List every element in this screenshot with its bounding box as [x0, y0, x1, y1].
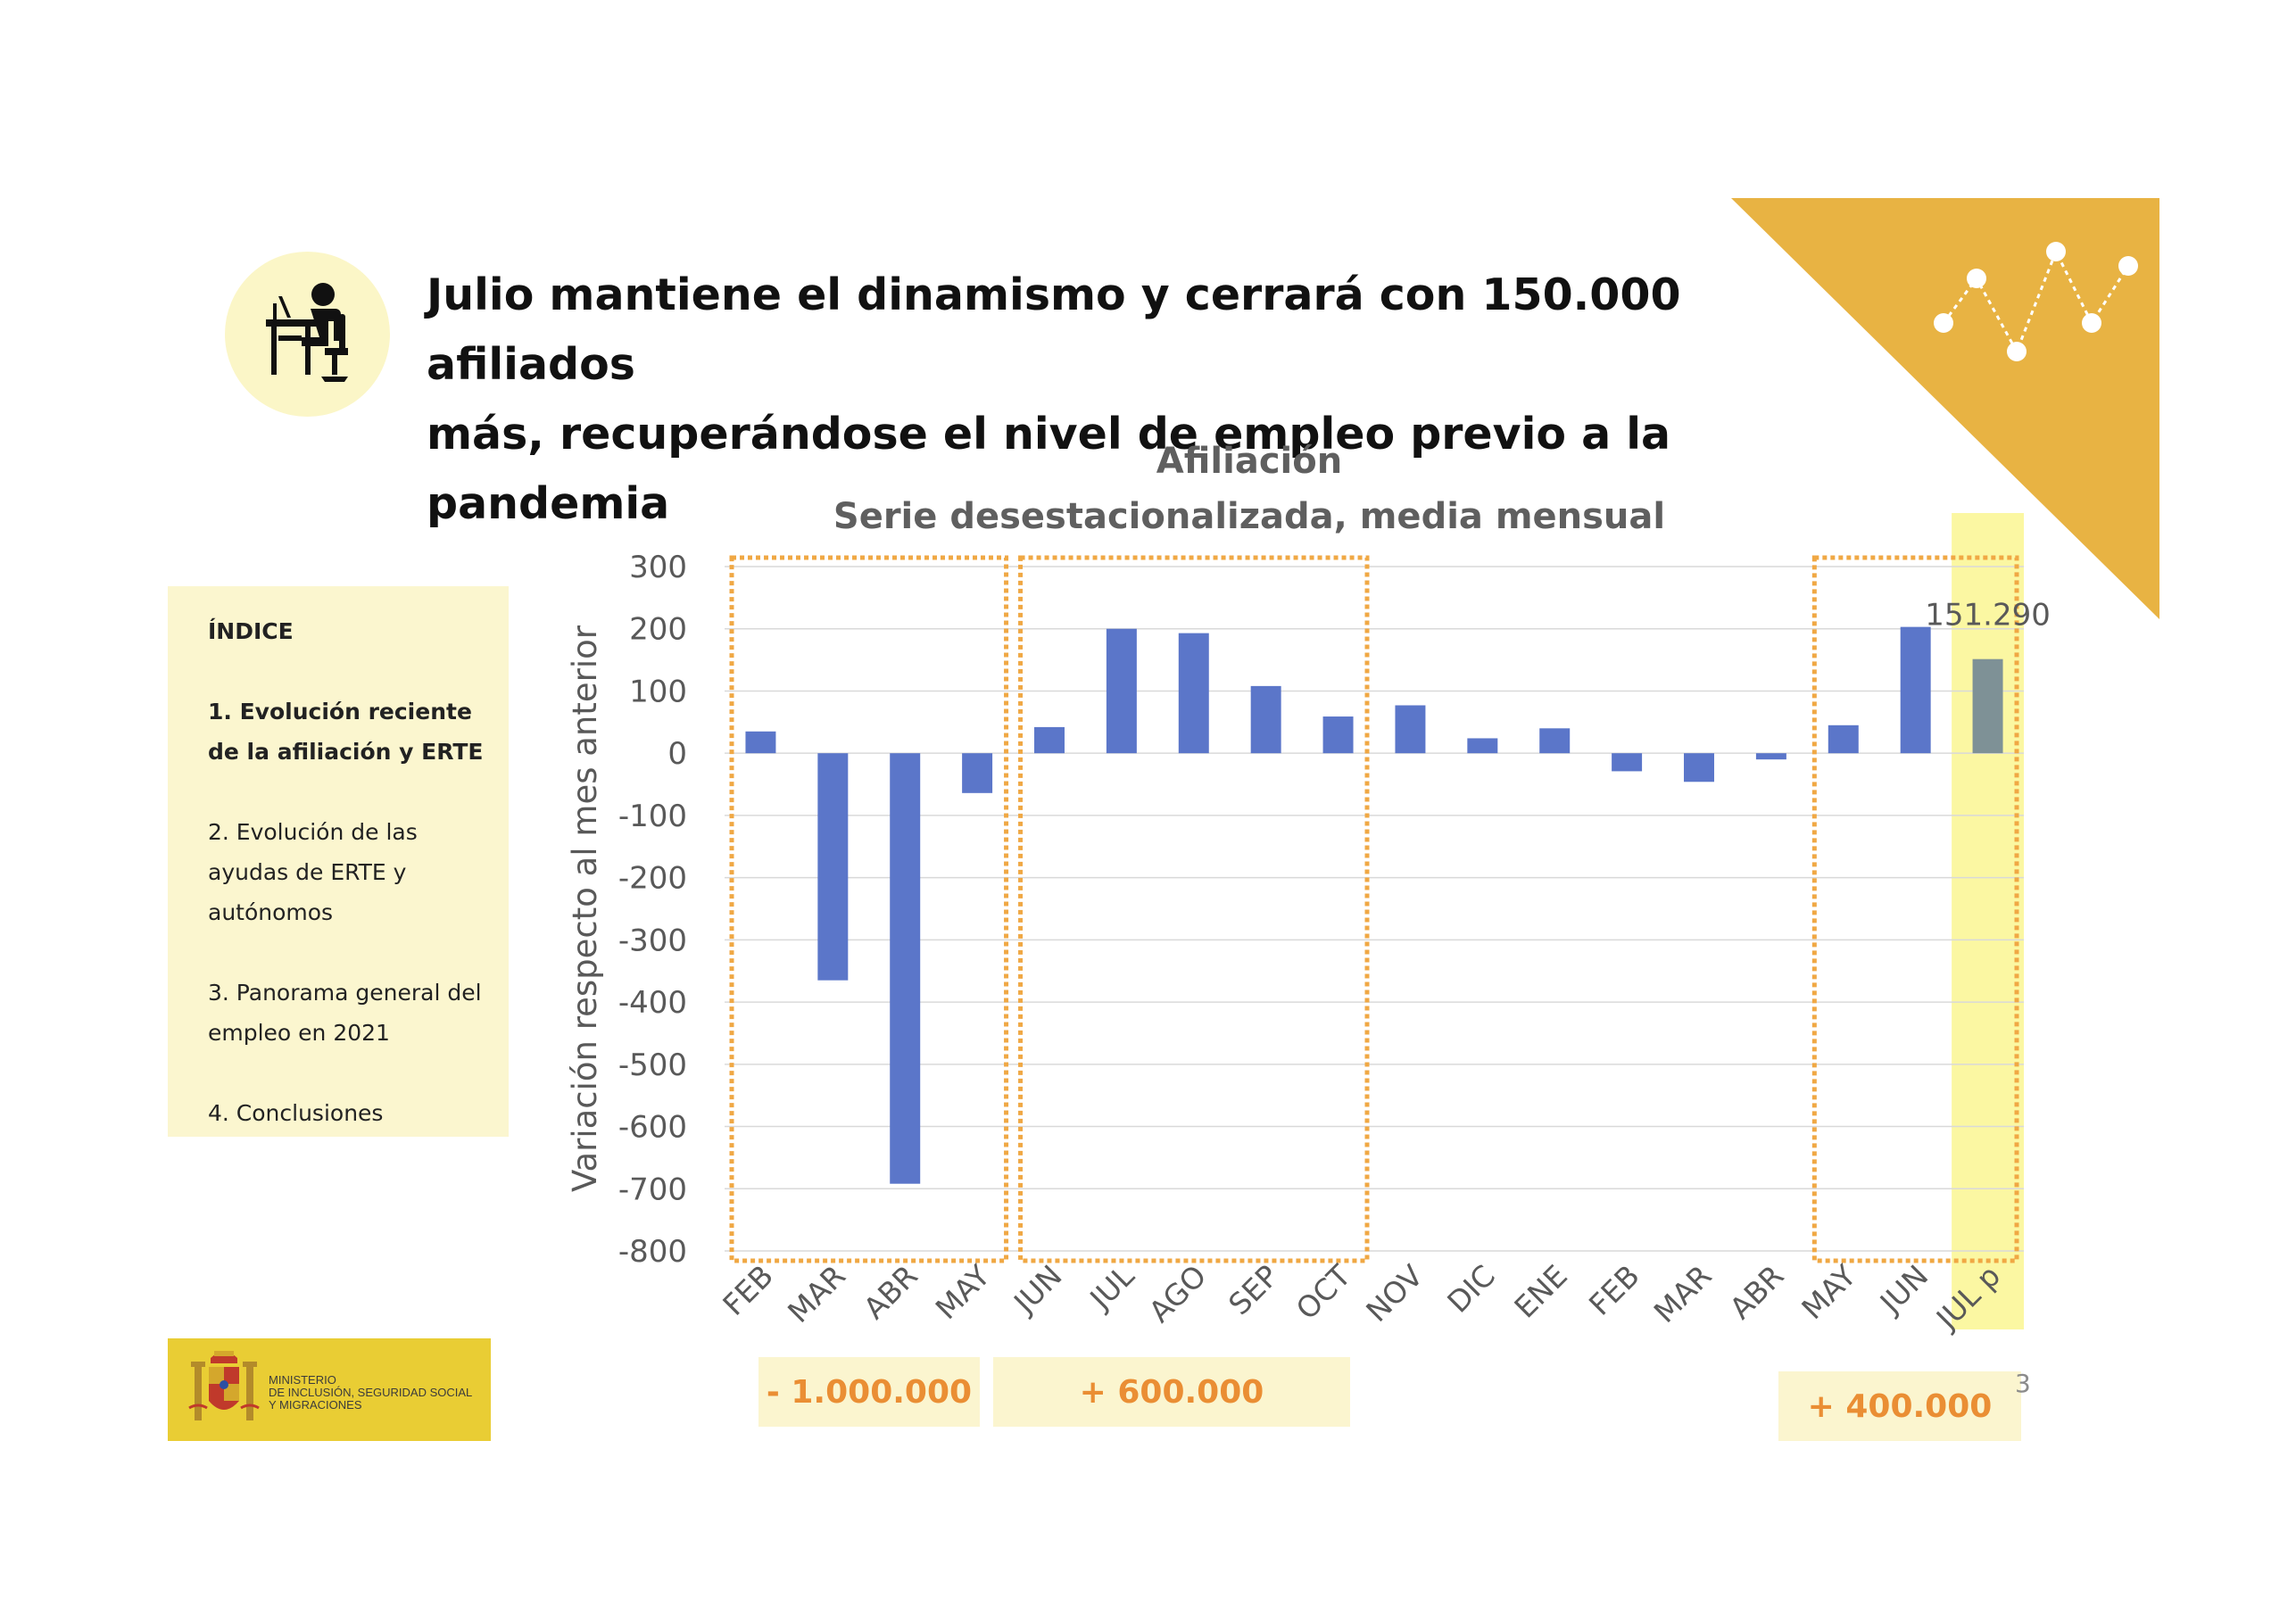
index-heading: ÍNDICE — [208, 618, 294, 644]
y-tick-label: -700 — [618, 1172, 687, 1207]
index-item-1[interactable]: 1. Evolución reciente de la afiliación y… — [208, 699, 484, 765]
y-tick-label: 200 — [629, 612, 687, 648]
x-tick-label: JUN — [1872, 1258, 1935, 1321]
x-tick-label: MAY — [929, 1257, 998, 1326]
zigzag-points — [1934, 242, 2138, 361]
bar — [1900, 626, 1931, 754]
corner-decoration — [1731, 198, 2159, 619]
y-tick-label: -600 — [618, 1110, 687, 1146]
bar — [1106, 628, 1137, 754]
y-tick-label: -200 — [618, 861, 687, 897]
bar — [1395, 705, 1426, 754]
ministry-logo: MINISTERIO DE INCLUSIÓN, SEGURIDAD SOCIA… — [168, 1338, 491, 1441]
ministry-name-line-3: Y MIGRACIONES — [269, 1398, 362, 1412]
x-tick-label: DIC — [1440, 1258, 1502, 1320]
bar — [1828, 725, 1859, 754]
x-tick-label: ABR — [857, 1258, 924, 1326]
y-tick-label: -100 — [618, 799, 687, 834]
chart-title: Afiliación — [1156, 441, 1343, 482]
index-panel: ÍNDICE 1. Evolución reciente de la afili… — [168, 586, 509, 1137]
data-label: 151.290 — [1925, 598, 2051, 633]
y-tick-label: 100 — [629, 674, 687, 709]
callout-recent-gain: + 400.000 — [1778, 1371, 2021, 1441]
period-box-recovery — [1018, 555, 1370, 1263]
bar — [1755, 753, 1786, 760]
callout-decline: - 1.000.000 — [758, 1357, 980, 1427]
ministry-name-line-2: DE INCLUSIÓN, SEGURIDAD SOCIAL — [269, 1386, 473, 1399]
x-tick-label: NOV — [1359, 1258, 1430, 1329]
y-axis-title: Variación respecto al mes anterior — [566, 625, 604, 1192]
x-tick-label: FEB — [716, 1258, 780, 1322]
chart-subtitle: Serie desestacionalizada, media mensual — [833, 496, 1666, 537]
x-tick-label: AGO — [1142, 1258, 1214, 1329]
period-box-recent — [1811, 555, 2019, 1263]
y-tick-label: 300 — [629, 550, 687, 585]
x-tick-label: JUN — [1006, 1258, 1068, 1321]
page-title-line-1: Julio mantiene el dinamismo y cerrará co… — [427, 269, 1681, 390]
coat-of-arms-icon — [188, 1351, 260, 1420]
x-tick-label: MAR — [781, 1258, 852, 1329]
bar — [1034, 726, 1065, 754]
index-item-2[interactable]: 2. Evolución de las ayudas de ERTE y aut… — [208, 819, 418, 925]
page-number: 3 — [2015, 1369, 2031, 1398]
bar — [1178, 633, 1209, 754]
bar — [1322, 716, 1354, 754]
ministry-name: MINISTERIO DE INCLUSIÓN, SEGURIDAD SOCIA… — [269, 1374, 490, 1412]
index-item-4[interactable]: 4. Conclusiones — [208, 1100, 384, 1126]
y-tick-label: -500 — [618, 1047, 687, 1083]
page-title-line-2: más, recuperándose el nivel de empleo pr… — [427, 409, 1671, 529]
callout-recovery: + 600.000 — [993, 1357, 1350, 1427]
index-item-3[interactable]: 3. Panorama general del empleo en 2021 — [208, 980, 482, 1046]
person-at-computer-icon — [225, 252, 390, 417]
y-tick-label: -800 — [618, 1234, 687, 1270]
y-tick-label: 0 — [667, 736, 687, 772]
highlight-band — [1952, 513, 2024, 1329]
x-tick-label: FEB — [1582, 1258, 1646, 1322]
ministry-name-line-1: MINISTERIO — [269, 1373, 336, 1387]
corner-triangle-shape — [1731, 198, 2159, 619]
y-tick-label: -400 — [618, 985, 687, 1021]
x-tick-label: OCT — [1289, 1257, 1358, 1326]
x-tick-label: MAY — [1795, 1257, 1863, 1326]
period-box-decline — [729, 555, 1009, 1263]
bar — [1972, 658, 2003, 754]
x-tick-label: JUL — [1082, 1258, 1141, 1317]
y-tick-label: -300 — [618, 923, 687, 958]
page-title: Julio mantiene el dinamismo y cerrará co… — [427, 261, 1854, 539]
x-tick-label: ENE — [1507, 1258, 1574, 1325]
bar — [1467, 738, 1498, 754]
bar — [890, 753, 921, 1184]
bar — [745, 731, 776, 754]
bar — [962, 753, 993, 793]
x-tick-label: MAR — [1647, 1258, 1719, 1329]
bar — [1539, 728, 1571, 754]
x-tick-label: SEP — [1222, 1258, 1285, 1321]
bar — [1250, 685, 1281, 754]
bar — [1612, 753, 1643, 772]
bar — [817, 753, 849, 981]
x-tick-label: ABR — [1723, 1258, 1791, 1326]
bar — [1684, 753, 1714, 783]
